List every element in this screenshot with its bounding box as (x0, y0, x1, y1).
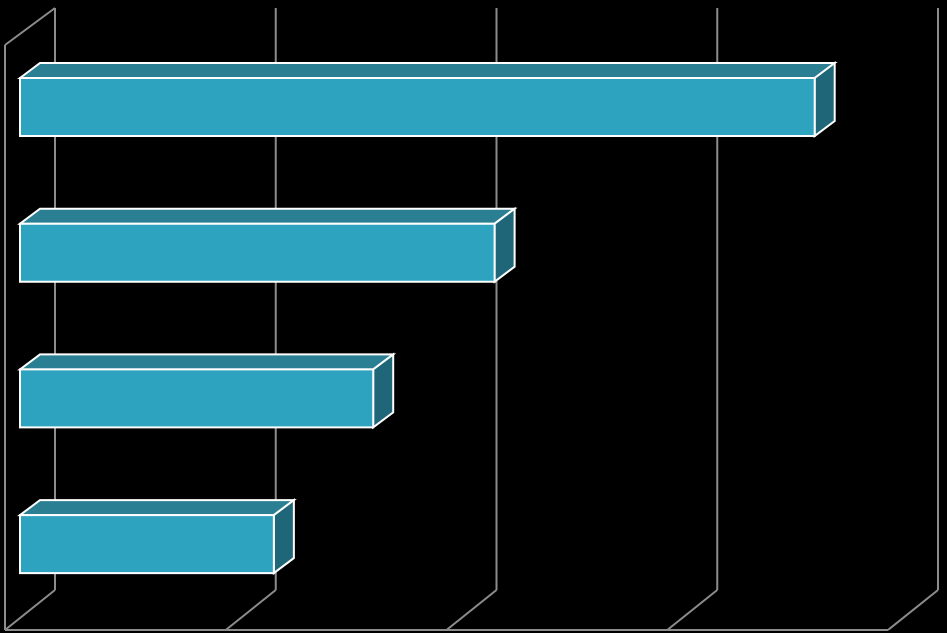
floor-grid-line (666, 589, 718, 631)
bar-front (19, 77, 816, 137)
floor-grid-line (4, 589, 56, 631)
bar (17, 61, 838, 138)
bar-top (17, 207, 518, 225)
floor-grid-line (225, 589, 277, 631)
left-wall-top (4, 7, 56, 46)
bar (17, 352, 397, 430)
bar (16, 498, 297, 576)
floor-grid-line (445, 589, 498, 631)
bar-top (16, 499, 297, 517)
bar-top (17, 62, 838, 79)
bar (17, 206, 518, 284)
bar-top (17, 353, 397, 371)
bar-front (19, 368, 375, 429)
floor-grid-line (887, 589, 939, 631)
bar-front (19, 222, 496, 283)
bar-front (19, 514, 275, 575)
